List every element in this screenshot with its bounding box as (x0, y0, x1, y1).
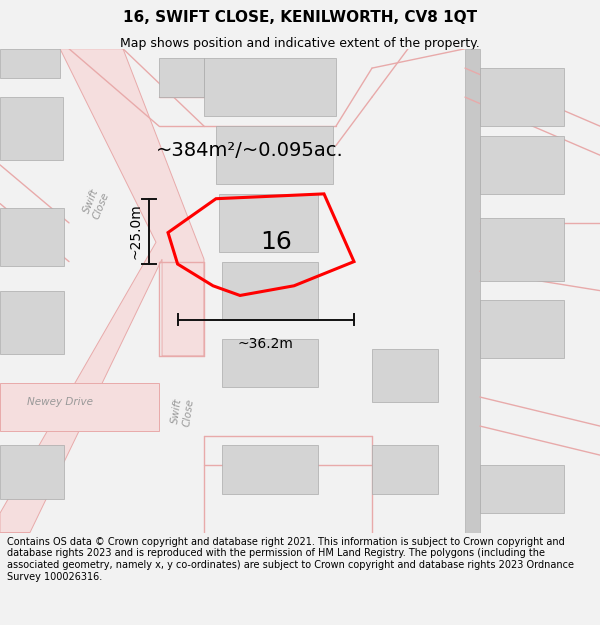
Polygon shape (480, 136, 564, 194)
Text: 16, SWIFT CLOSE, KENILWORTH, CV8 1QT: 16, SWIFT CLOSE, KENILWORTH, CV8 1QT (123, 10, 477, 25)
Text: Swift
Close: Swift Close (170, 396, 196, 427)
Polygon shape (204, 58, 336, 116)
Text: Newey Drive: Newey Drive (27, 397, 93, 407)
Polygon shape (216, 126, 333, 184)
Text: 16: 16 (260, 230, 292, 254)
Polygon shape (222, 262, 318, 319)
Polygon shape (372, 349, 438, 402)
Text: ~36.2m: ~36.2m (238, 337, 294, 351)
Polygon shape (222, 339, 318, 388)
Text: Contains OS data © Crown copyright and database right 2021. This information is : Contains OS data © Crown copyright and d… (7, 537, 574, 581)
Polygon shape (222, 446, 318, 494)
Polygon shape (480, 465, 564, 513)
Polygon shape (219, 194, 318, 252)
Text: Map shows position and indicative extent of the property.: Map shows position and indicative extent… (120, 36, 480, 49)
Polygon shape (0, 291, 64, 354)
Polygon shape (372, 446, 438, 494)
Polygon shape (0, 208, 64, 266)
Polygon shape (480, 300, 564, 358)
Polygon shape (0, 382, 159, 431)
Text: ~384m²/~0.095ac.: ~384m²/~0.095ac. (156, 141, 344, 160)
Polygon shape (480, 218, 564, 281)
Text: ~25.0m: ~25.0m (128, 204, 143, 259)
Polygon shape (0, 49, 204, 532)
Polygon shape (0, 97, 63, 160)
Polygon shape (0, 49, 60, 78)
Polygon shape (465, 49, 480, 532)
Polygon shape (159, 58, 204, 97)
Text: Swift
Close: Swift Close (80, 186, 112, 221)
Polygon shape (480, 68, 564, 126)
Polygon shape (0, 446, 64, 499)
